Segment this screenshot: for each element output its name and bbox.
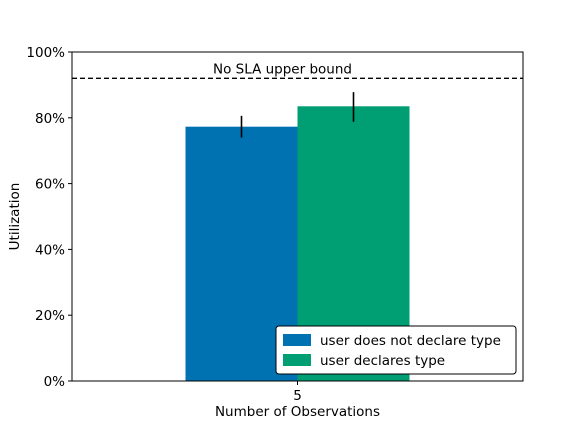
x-axis-label: Number of Observations [215, 404, 380, 420]
y-tick-label: 60% [35, 177, 65, 193]
legend-label-0: user does not declare type [320, 333, 501, 349]
errorbars-layer [240, 92, 355, 138]
y-tick-label: 0% [44, 374, 66, 390]
legend-swatch-0 [283, 334, 311, 346]
legend-label-1: user declares type [320, 353, 445, 369]
y-tick-label: 100% [26, 45, 65, 61]
y-tick-label: 20% [35, 308, 65, 324]
y-tick-label: 40% [35, 242, 65, 258]
legend-swatch-1 [283, 354, 311, 366]
x-tick-label: 5 [293, 388, 302, 404]
sla-reference-label: No SLA upper bound [213, 61, 352, 77]
y-tick-label: 80% [35, 111, 65, 127]
y-axis-label: Utilization [7, 183, 23, 251]
legend-box [275, 325, 517, 375]
legend: user does not declare type user declares … [275, 325, 517, 375]
bars-layer [185, 106, 410, 381]
x-axis-ticks: 5 [293, 381, 302, 404]
y-axis-ticks: 0% 20% 40% 60% 80% 100% [26, 45, 72, 390]
